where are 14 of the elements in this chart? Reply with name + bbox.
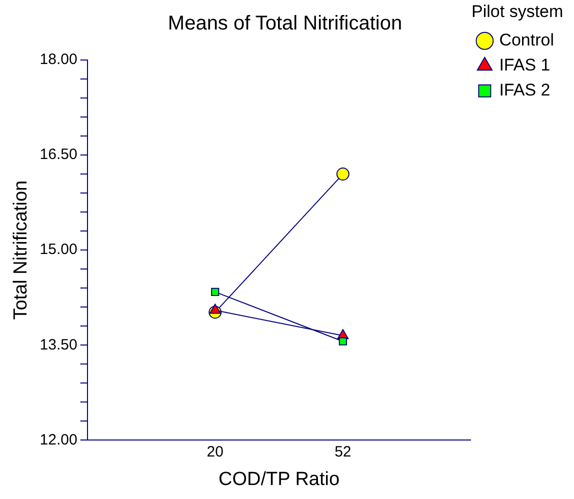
legend-label: Control: [499, 30, 554, 50]
y-tick-label: 15.00: [40, 241, 78, 258]
legend-label: IFAS 2: [499, 80, 550, 100]
y-tick-label: 16.50: [40, 146, 78, 164]
legend-title: Pilot system: [472, 2, 564, 22]
chart-title: Means of Total Nitrification: [168, 12, 402, 35]
x-axis-title: COD/TP Ratio: [218, 468, 340, 490]
legend-label: IFAS 1: [499, 56, 550, 75]
y-axis-title: Total Nitrification: [10, 180, 32, 320]
y-tick-label: 12.00: [40, 431, 78, 448]
y-tick-label: 18.00: [40, 51, 78, 68]
y-tick-label: 13.50: [40, 336, 78, 354]
x-tick-label: 52: [334, 443, 352, 460]
x-tick-label: 20: [206, 443, 224, 460]
